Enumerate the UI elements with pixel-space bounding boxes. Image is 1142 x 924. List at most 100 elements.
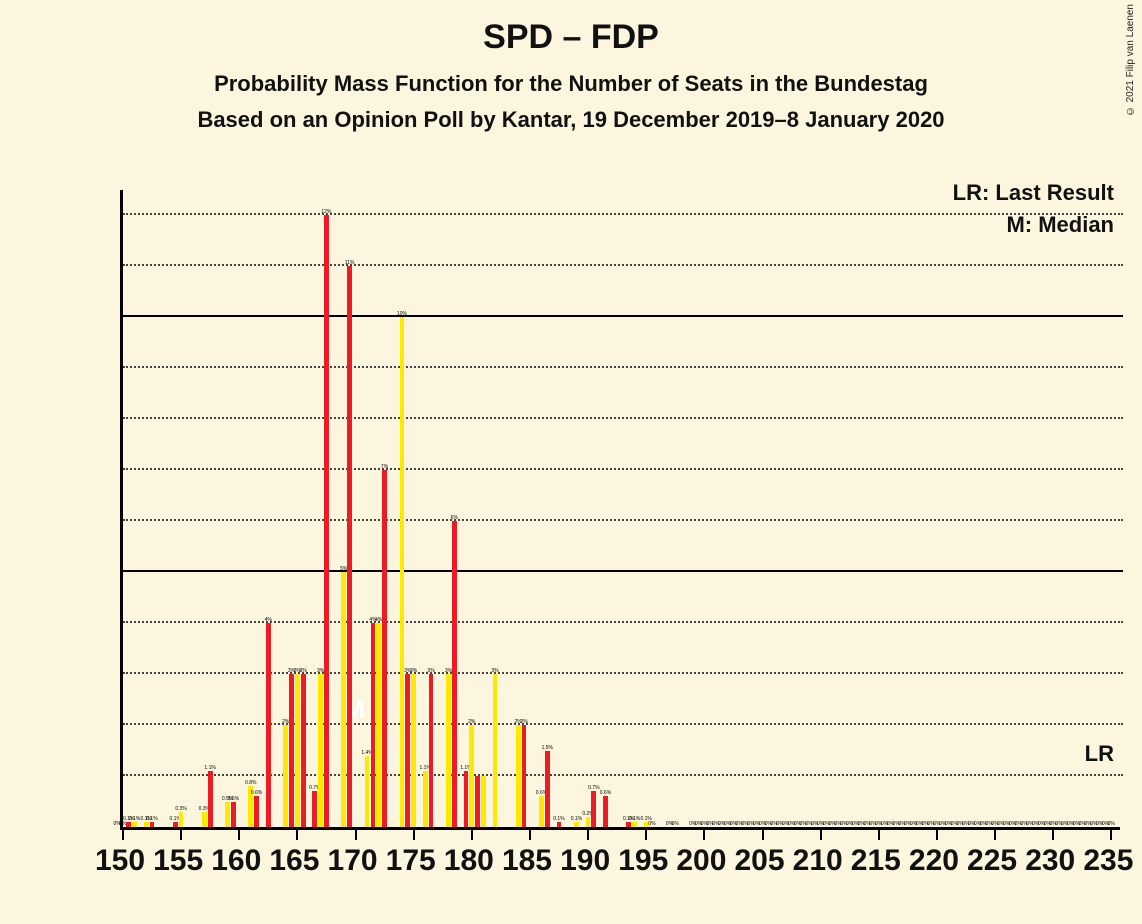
bar-column: 0.1%0.1% <box>126 822 138 827</box>
bar-column: 1.1% <box>417 771 429 827</box>
bar-yellow: 3% <box>493 674 498 827</box>
x-tick-label: 225 <box>967 844 1017 878</box>
bar-red: 1.1% <box>208 771 213 827</box>
copyright-text: © 2021 Filip van Laenen <box>1125 4 1136 116</box>
x-tick-label: 185 <box>502 844 552 878</box>
grid-major <box>123 570 1123 572</box>
bar-yellow: 0.1% <box>132 822 137 827</box>
bar-value-label: 12% <box>321 209 331 215</box>
bar-column: 6% <box>451 521 463 827</box>
bar-red: 1.5% <box>545 751 550 827</box>
bar-column: 0.1% <box>637 822 649 827</box>
bar-yellow: 0.5% <box>225 802 230 827</box>
bar-red: 0.1% <box>150 822 155 827</box>
bar-column: 2% <box>521 725 533 827</box>
bar-column <box>475 776 487 827</box>
bar-column: 3% <box>428 674 440 827</box>
bar-value-label: 10% <box>397 311 407 317</box>
bar-red: 0.5% <box>231 802 236 827</box>
bar-red: 7% <box>382 470 387 827</box>
bar-red: 4% <box>266 623 271 827</box>
bar-red: 0.7% <box>312 791 317 827</box>
bar-yellow: 2% <box>516 725 521 827</box>
bar-yellow: 2% <box>469 725 474 827</box>
bar-red: 0.1% <box>557 822 562 827</box>
bar-value-label: 1.1% <box>204 765 215 771</box>
bar-column: 0.2% <box>579 817 591 827</box>
bar-yellow: 1.4% <box>365 756 370 827</box>
x-tick-label: 200 <box>676 844 726 878</box>
bar-yellow: 3% <box>295 674 300 827</box>
bar-red: 3% <box>289 674 294 827</box>
bar-yellow <box>481 776 486 827</box>
bar-column: 1.1%2% <box>463 725 475 827</box>
bar-red: 0.1% <box>126 822 131 827</box>
bar-column: 0.1% <box>556 822 568 827</box>
x-tick-label: 165 <box>269 844 319 878</box>
bar-value-label: 0.8% <box>245 780 256 786</box>
plot-area: LRM 5%10% 0%0%0.1%0.1%0.1%0.1%0.1%0.3%0.… <box>120 190 1120 830</box>
bar-yellow: 0.1% <box>632 822 637 827</box>
bar-red: 3% <box>405 674 410 827</box>
bar-red: 4% <box>371 623 376 827</box>
chart-subtitle-1: Probability Mass Function for the Number… <box>0 71 1142 97</box>
bar-value-label: 0% <box>1108 821 1115 827</box>
bar-yellow: 0.3% <box>179 812 184 827</box>
bar-value-label: 0.7% <box>588 785 599 791</box>
bar-yellow: 0.1% <box>144 822 149 827</box>
grid-minor <box>123 468 1123 470</box>
bar-red: 1.1% <box>464 771 469 827</box>
bar-column: 3%3% <box>405 674 417 827</box>
bar-column: 0.7%3% <box>312 674 324 827</box>
bar-value-label: 7% <box>381 464 388 470</box>
grid-major <box>123 315 1123 317</box>
bar-value-label: 0.6% <box>251 790 262 796</box>
bar-column: 0.6% <box>533 796 545 827</box>
legend-m: M: Median <box>1006 212 1114 238</box>
bar-value-label: 3% <box>410 668 417 674</box>
x-tick-label: 170 <box>328 844 378 878</box>
bar-yellow: 0.2% <box>586 817 591 827</box>
bar-yellow: 5% <box>341 572 346 827</box>
bar-column: 11% <box>347 266 359 827</box>
bar-value-label: 0.1% <box>553 816 564 822</box>
bar-yellow: 3% <box>446 674 451 827</box>
bar-column: 10% <box>393 317 405 827</box>
x-tick-label: 205 <box>735 844 785 878</box>
bar-value-label: 0.3% <box>175 806 186 812</box>
bar-red: 0.6% <box>603 796 608 827</box>
bar-red: 3% <box>429 674 434 827</box>
bar-value-label: 0.5% <box>228 796 239 802</box>
x-tick-label: 215 <box>851 844 901 878</box>
bar-yellow: 1.1% <box>423 771 428 827</box>
bar-value-label: 0% <box>648 821 655 827</box>
x-tick-label: 230 <box>1025 844 1075 878</box>
x-tick-label: 210 <box>793 844 843 878</box>
bar-column: 4% <box>265 623 277 827</box>
grid-minor <box>123 417 1123 419</box>
bar-column: 0.3% <box>196 812 208 827</box>
bar-yellow: 4% <box>376 623 381 827</box>
legend-lr: LR: Last Result <box>953 180 1114 206</box>
bar-yellow: 2% <box>283 725 288 827</box>
bar-column: 5% <box>335 572 347 827</box>
bar-column: 4%4% <box>370 623 382 827</box>
bar-column: 0.6% <box>603 796 615 827</box>
bar-red: 2% <box>522 725 527 827</box>
x-tick-label: 160 <box>211 844 261 878</box>
bar-column: 3% <box>440 674 452 827</box>
bar-red: 0.7% <box>591 791 596 827</box>
bar-red: 11% <box>347 266 352 827</box>
bar-column: 7% <box>382 470 394 827</box>
bar-column: 0.1% <box>568 822 580 827</box>
x-tick-label: 190 <box>560 844 610 878</box>
x-tick-label: 180 <box>444 844 494 878</box>
bar-red <box>475 776 480 827</box>
bar-value-label: 0.6% <box>600 790 611 796</box>
bar-yellow: 0.6% <box>539 796 544 827</box>
bar-value-label: 0% <box>672 821 679 827</box>
x-tick-label: 175 <box>386 844 436 878</box>
bar-red: 0.1% <box>626 822 631 827</box>
bar-value-label: 1.5% <box>542 745 553 751</box>
bar-red: 3% <box>301 674 306 827</box>
